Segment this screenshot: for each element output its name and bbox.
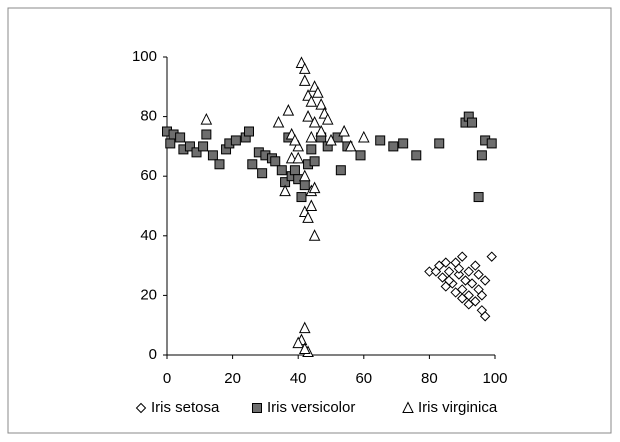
- point: [276, 165, 287, 176]
- point: [344, 139, 357, 152]
- point: [270, 156, 281, 167]
- point: [230, 135, 241, 146]
- point: [175, 132, 186, 143]
- point: [453, 263, 465, 274]
- point: [453, 269, 465, 280]
- point: [321, 112, 334, 125]
- point: [463, 266, 474, 277]
- legend-marker: [252, 403, 262, 413]
- point: [375, 135, 386, 146]
- point: [450, 287, 461, 298]
- point: [357, 130, 370, 143]
- point: [388, 141, 399, 152]
- point: [298, 62, 311, 74]
- point: [184, 141, 195, 152]
- point: [298, 169, 311, 182]
- point: [207, 150, 218, 161]
- point: [315, 124, 327, 137]
- point: [308, 115, 321, 128]
- point: [292, 151, 305, 164]
- point: [282, 104, 295, 116]
- point: [289, 133, 301, 146]
- point: [315, 98, 327, 110]
- point: [473, 192, 484, 203]
- point: [434, 138, 445, 149]
- y-tick-label: 100: [132, 48, 157, 65]
- point: [299, 180, 310, 191]
- point: [296, 192, 307, 203]
- point: [298, 74, 311, 86]
- point: [476, 290, 488, 301]
- point: [308, 181, 321, 194]
- point: [430, 266, 442, 277]
- y-tick-label: 0: [149, 346, 157, 363]
- point: [200, 112, 213, 125]
- point: [355, 150, 366, 161]
- point: [298, 321, 311, 334]
- point: [308, 229, 321, 241]
- point: [214, 159, 225, 170]
- point: [463, 299, 474, 310]
- point: [272, 115, 285, 128]
- point: [398, 138, 409, 149]
- point: [165, 138, 176, 149]
- point: [443, 275, 455, 286]
- point: [411, 150, 422, 161]
- point: [279, 184, 291, 197]
- point: [335, 165, 346, 176]
- point: [332, 132, 343, 143]
- point: [302, 109, 314, 122]
- legend-label: Iris virginica: [418, 399, 498, 416]
- point: [298, 342, 311, 355]
- point: [470, 260, 481, 271]
- x-tick-label: 80: [421, 370, 438, 387]
- point: [244, 126, 254, 137]
- x-tick-label: 20: [224, 370, 241, 387]
- point: [479, 275, 491, 286]
- y-tick-label: 60: [140, 167, 157, 184]
- point: [247, 159, 258, 170]
- point: [305, 95, 318, 107]
- point: [305, 130, 318, 143]
- point: [486, 251, 497, 262]
- point: [456, 251, 468, 262]
- point: [325, 133, 337, 146]
- point: [302, 211, 314, 223]
- point: [466, 278, 478, 289]
- legend-marker: [135, 402, 147, 414]
- legend-label: Iris versicolor: [267, 399, 355, 416]
- y-tick-label: 40: [140, 227, 157, 244]
- legend-label: Iris setosa: [151, 399, 220, 416]
- point: [305, 199, 318, 211]
- point: [486, 138, 497, 149]
- point: [198, 141, 209, 152]
- point: [476, 150, 487, 161]
- point: [309, 156, 320, 167]
- legend-marker: [402, 401, 414, 413]
- point: [292, 139, 305, 152]
- y-tick-label: 20: [140, 286, 157, 303]
- x-tick-label: 60: [355, 370, 372, 387]
- point: [201, 129, 212, 140]
- point: [479, 311, 491, 322]
- point: [467, 117, 478, 128]
- point: [456, 293, 468, 304]
- point: [306, 144, 317, 155]
- point: [292, 336, 305, 349]
- point: [289, 165, 300, 176]
- point: [257, 168, 268, 179]
- point: [191, 147, 202, 158]
- x-tick-label: 0: [163, 370, 171, 387]
- point: [338, 124, 350, 137]
- point: [473, 269, 484, 280]
- y-tick-label: 80: [140, 108, 157, 125]
- point: [312, 86, 324, 98]
- x-tick-label: 100: [482, 370, 507, 387]
- x-tick-label: 40: [290, 370, 307, 387]
